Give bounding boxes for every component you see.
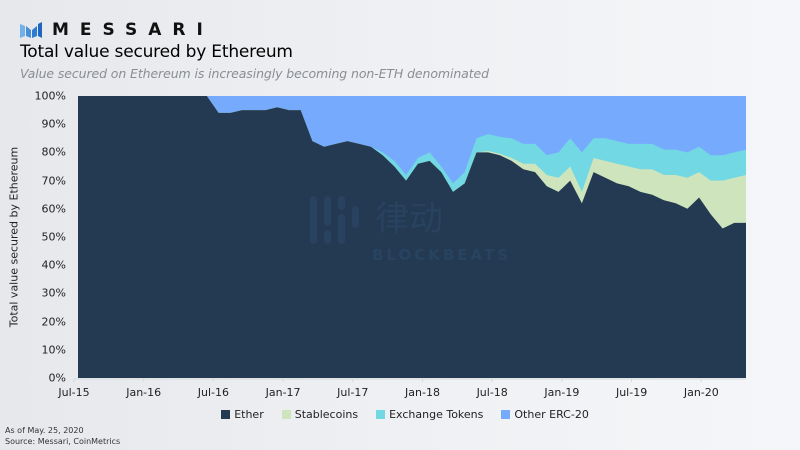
x-tick-label: Jul-15	[58, 386, 90, 399]
source-note: Source: Messari, CoinMetrics	[5, 437, 121, 446]
area-ether	[78, 96, 746, 378]
y-tick-label: 0%	[48, 371, 66, 385]
y-tick-label: 90%	[41, 117, 66, 131]
legend-label: Exchange Tokens	[389, 408, 484, 421]
y-tick-label: 60%	[41, 202, 66, 216]
messari-logo: MESSARI	[20, 21, 214, 39]
x-tick-label: Jul-17	[337, 386, 369, 399]
legend-item-other-erc-20[interactable]: Other ERC-20	[501, 408, 589, 421]
x-tick-label: Jan-18	[405, 386, 440, 399]
x-tick-label: Jan-20	[683, 386, 719, 399]
legend-item-ether[interactable]: Ether	[221, 408, 264, 421]
brand-name: MESSARI	[52, 20, 214, 40]
legend-swatch-icon	[501, 410, 511, 419]
y-tick-label: 70%	[41, 174, 66, 188]
legend-swatch-icon	[376, 410, 386, 419]
x-tick-label: Jul-19	[615, 386, 648, 399]
y-tick-label: 50%	[41, 230, 66, 244]
y-tick-label: 40%	[41, 258, 66, 272]
x-tick-label: Jan-19	[544, 386, 580, 399]
legend-label: Other ERC-20	[514, 408, 589, 421]
x-tick-label: Jan-16	[126, 386, 162, 399]
y-tick-label: 10%	[41, 343, 66, 357]
chart-legend: Ether Stablecoins Exchange Tokens Other ERC…	[0, 408, 800, 421]
legend-swatch-icon	[281, 410, 291, 419]
y-tick-label: 100%	[34, 89, 66, 103]
legend-label: Ether	[234, 408, 264, 421]
x-tick-label: Jul-18	[476, 386, 508, 399]
x-tick-label: Jan-17	[265, 386, 301, 399]
messari-logo-icon	[20, 22, 42, 38]
x-tick-label: Jul-16	[197, 386, 230, 399]
chart-subtitle: Value secured on Ethereum is increasingl…	[20, 66, 489, 81]
chart-title: Total value secured by Ethereum	[20, 42, 293, 62]
legend-item-exchange-tokens[interactable]: Exchange Tokens	[376, 408, 483, 421]
y-tick-label: 30%	[41, 286, 66, 300]
y-tick-label: 80%	[41, 145, 66, 159]
y-tick-label: 20%	[41, 315, 66, 329]
legend-label: Stablecoins	[294, 408, 359, 421]
legend-swatch-icon	[221, 410, 231, 419]
legend-item-stablecoins[interactable]: Stablecoins	[281, 408, 359, 421]
as-of-date: As of May. 25, 2020	[5, 426, 84, 435]
footer: As of May. 25, 2020 Source: Messari, Coi…	[5, 425, 120, 447]
